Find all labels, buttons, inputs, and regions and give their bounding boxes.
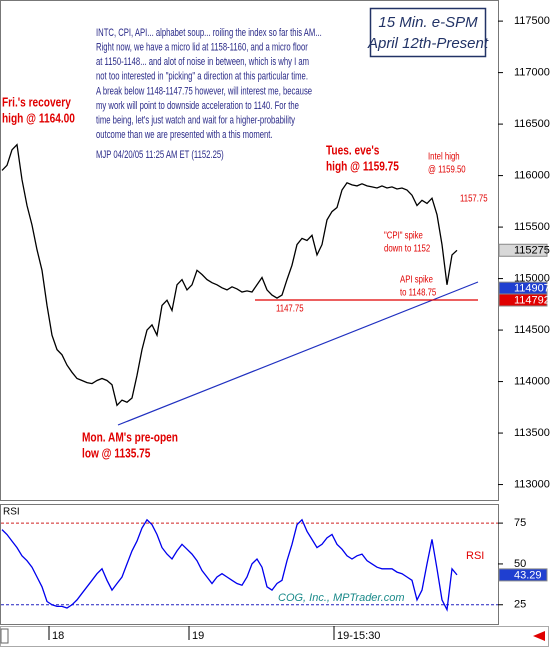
annotation-text: Mon. AM's pre-open [82,430,178,444]
annotation-text: down to 1152 [384,243,430,254]
commentary-line: outcome than we are presented with a thi… [96,129,273,142]
annotation-text: low @ 1135.75 [82,446,151,460]
annotation-text: high @ 1159.75 [326,159,399,173]
x-tick-label: 19-15:30 [337,630,380,642]
level-label: 115275 [514,245,550,257]
y-tick-label: 25 [514,599,526,611]
level-box [498,243,548,257]
annotation: Fri.'s recovery high @ 1164.00 [2,95,75,125]
commentary-line: INTC, CPI, API... alphabet soup... roili… [96,27,322,40]
title-box [369,7,487,58]
y-tick-label: 115500 [514,221,550,233]
annotation-text: high @ 1164.00 [2,111,75,125]
commentary-line: Right now, we have a micro lid at 1158-1… [96,41,308,54]
y-tick-label: 116000 [514,169,550,181]
legend-label: RSI [466,550,484,562]
commentary: INTC, CPI, API... alphabet soup... roili… [96,27,322,162]
scroll-box [0,628,9,644]
level-label: 43.29 [514,569,542,581]
commentary-line: MJP 04/20/05 11:25 AM ET (1152.25) [96,149,224,162]
level-box [498,568,548,582]
subtitle: April 12th-Present [367,35,489,52]
annotation: "CPI" spike down to 1152 [384,230,430,254]
credit: COG, Inc., MPTrader.com [278,592,405,604]
y-tick-label: 117000 [514,67,550,79]
y-tick-label: 75 [514,517,526,529]
series-line [1,518,458,612]
annotation: Tues. eve's high @ 1159.75 [326,143,399,173]
annotation-text: Tues. eve's [326,143,379,157]
annotation-text: Intel high [428,151,460,162]
y-tick-label: 117500 [514,15,550,27]
annotation-text: to 1148.75 [400,287,436,298]
annotation: 1147.75 [276,303,304,314]
level-label: 114907 [514,283,550,295]
series-line [1,143,458,407]
y-tick-label: 114000 [514,375,550,387]
commentary-line: not too interested in "picking" a direct… [96,70,308,83]
annotation: Intel high @ 1159.50 [428,151,466,175]
annotation: Mon. AM's pre-open low @ 1135.75 [82,430,178,460]
commentary-line: time being, let's just watch and wait fo… [96,114,295,127]
y-tick-label: 113500 [514,427,550,439]
annotation-text: API spike [400,274,433,285]
x-tick-label: 18 [52,630,64,642]
y-tick-label: 114500 [514,324,550,336]
y-tick-label: 115000 [514,272,550,284]
annotation: 1157.75 [460,193,488,204]
commentary-line: my work will point to downside accelerat… [96,100,299,113]
annotation-text: Fri.'s recovery [2,95,71,109]
level-box [498,293,548,307]
y-tick-label: 50 [514,558,526,570]
annotation-text: "CPI" spike [384,230,423,241]
level-label: 114792 [514,294,550,306]
annotation-text: 1157.75 [460,193,488,204]
time-axis [0,626,549,647]
scroll-arrow [533,631,545,641]
price-panel [0,0,499,501]
rsi-panel [0,504,499,625]
annotation-text: @ 1159.50 [428,164,466,175]
annotation: API spike to 1148.75 [400,274,436,298]
trendline [117,281,479,426]
commentary-line: at 1150-1148... and alot of noise in bet… [96,56,309,69]
y-tick-label: 116500 [514,118,550,130]
y-tick-label: 113000 [514,478,550,490]
annotation-text: 1147.75 [276,303,304,314]
x-tick-label: 19 [192,630,204,642]
title: 15 Min. e-SPM [378,14,478,31]
rsi-title: RSI [3,507,20,518]
commentary-line: A break below 1148-1147.75 however, will… [96,85,312,98]
